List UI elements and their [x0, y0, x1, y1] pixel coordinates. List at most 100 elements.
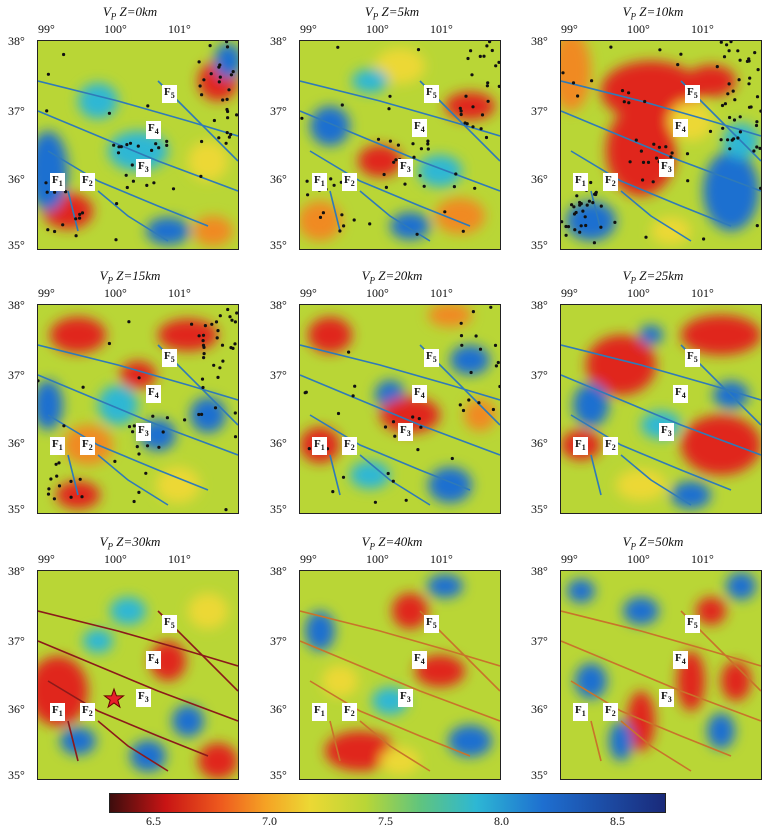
earthquake-dot [225, 45, 230, 49]
earthquake-dot [490, 48, 494, 53]
earthquake-dot [578, 230, 582, 234]
fault-label-number: 3 [144, 165, 149, 175]
earthquake-dot [171, 187, 176, 191]
earthquake-dot [728, 115, 732, 120]
velocity-anomaly [726, 572, 756, 600]
longitude-label: 101° [430, 552, 453, 566]
fault-label-number: 1 [581, 709, 586, 719]
earthquake-dot [215, 336, 219, 340]
longitude-label: 101° [168, 552, 191, 566]
earthquake-dot [590, 79, 594, 83]
panel-title-sub: P [369, 275, 376, 286]
fault-line [47, 150, 209, 227]
colorbar-tick: 8.0 [494, 814, 509, 828]
panel-title-v: V [622, 534, 631, 549]
tomography-panel: VP Z=15km 99° 100° 101° 38° 37° 36° 35° F1 F2 F3 F4… [0, 266, 250, 528]
panel-title-v: V [622, 268, 631, 283]
panel-title-depth: Z=25km [636, 268, 684, 283]
earthquake-dot [478, 54, 482, 58]
earthquake-dot [226, 116, 230, 120]
earthquake-dot [338, 229, 342, 233]
velocity-map: F1 F2 F3 F4 F5 [560, 570, 762, 780]
panel-title-depth: Z=15km [113, 268, 161, 283]
earthquake-dot [332, 183, 336, 187]
earthquake-dot [224, 508, 228, 512]
fault-label-number: 1 [58, 443, 63, 453]
latitude-label: 38° [8, 564, 25, 578]
earthquake-dot [57, 461, 61, 465]
fault-label: F3 [136, 689, 151, 708]
earthquake-dot [584, 223, 588, 228]
fault-label-number: 2 [88, 443, 93, 453]
velocity-map-svg [38, 593, 238, 779]
velocity-anomaly [623, 597, 659, 625]
earthquake-dot [203, 324, 207, 328]
fault-label-letter: F [414, 652, 421, 664]
earthquake-dot [482, 54, 486, 58]
epicenter-star-icon [103, 687, 125, 709]
earthquake-dot [199, 174, 203, 178]
earthquake-dot [218, 366, 222, 370]
panel-title: VP Z=25km [553, 268, 753, 286]
earthquake-dot [233, 320, 237, 324]
velocity-anomaly [188, 593, 228, 629]
fault-label-letter: F [82, 174, 89, 186]
velocity-map: F1 F2 F3 F4 F5 [37, 304, 239, 514]
earthquake-dot [45, 109, 49, 113]
earthquake-dot [157, 146, 161, 150]
latitude-label: 36° [531, 702, 548, 716]
fault-label-letter: F [164, 616, 171, 628]
fault-label-number: 3 [406, 165, 411, 175]
earthquake-dot [471, 125, 475, 129]
earthquake-dot [583, 215, 587, 219]
fault-label-letter: F [675, 652, 682, 664]
tomography-panel: VP Z=0km 99° 100° 101° 38° 37° 36° 35° F1 F2 F3 F4 F… [0, 2, 250, 264]
fault-line [570, 150, 732, 227]
fault-label: F1 [50, 703, 65, 722]
latitude-label: 36° [531, 436, 548, 450]
earthquake-dot [415, 232, 419, 236]
earthquake-dot [300, 116, 304, 120]
fault-label-letter: F [414, 386, 421, 398]
earthquake-dot [459, 334, 464, 338]
velocity-anomaly [696, 597, 726, 625]
velocity-anomaly [450, 345, 490, 375]
earthquake-dot [641, 178, 645, 182]
earthquake-dot [585, 203, 589, 207]
earthquake-dot [113, 459, 117, 463]
velocity-anomaly [575, 663, 607, 699]
earthquake-dot [197, 60, 201, 64]
fault-line [561, 640, 761, 722]
earthquake-dot [737, 78, 741, 82]
velocity-anomaly [651, 217, 691, 245]
earthquake-dot [566, 225, 571, 229]
fault-label-number: 1 [581, 443, 586, 453]
earthquake-dot [654, 156, 659, 160]
fault-label: F1 [312, 437, 327, 456]
earthquake-dot [46, 228, 50, 232]
earthquake-dot [336, 411, 341, 416]
earthquake-dot [136, 144, 140, 148]
earthquake-dot [217, 80, 221, 84]
earthquake-dot [726, 92, 730, 96]
fault-label-number: 3 [667, 429, 672, 439]
earthquake-dot [484, 135, 489, 140]
fault-label-number: 3 [406, 695, 411, 705]
panel-title-sub: P [372, 11, 379, 22]
fault-line [590, 720, 602, 762]
velocity-anomaly [350, 461, 390, 489]
velocity-anomaly [561, 41, 591, 111]
longitude-label: 101° [691, 552, 714, 566]
longitude-label: 100° [627, 552, 650, 566]
earthquake-dot [426, 142, 430, 146]
fault-label: F3 [659, 159, 674, 178]
fault-label: F4 [412, 651, 427, 670]
velocity-anomaly [60, 727, 96, 755]
earthquake-dot [137, 452, 141, 456]
tomography-panel: VP Z=40km 99° 100° 101° 38° 37° 36° 35° F1 F2 F3 F4… [262, 532, 512, 794]
velocity-anomaly [566, 201, 616, 241]
earthquake-dot [599, 204, 603, 208]
earthquake-dot [225, 41, 229, 44]
earthquake-dot [373, 500, 377, 504]
fault-label-letter: F [138, 424, 145, 436]
